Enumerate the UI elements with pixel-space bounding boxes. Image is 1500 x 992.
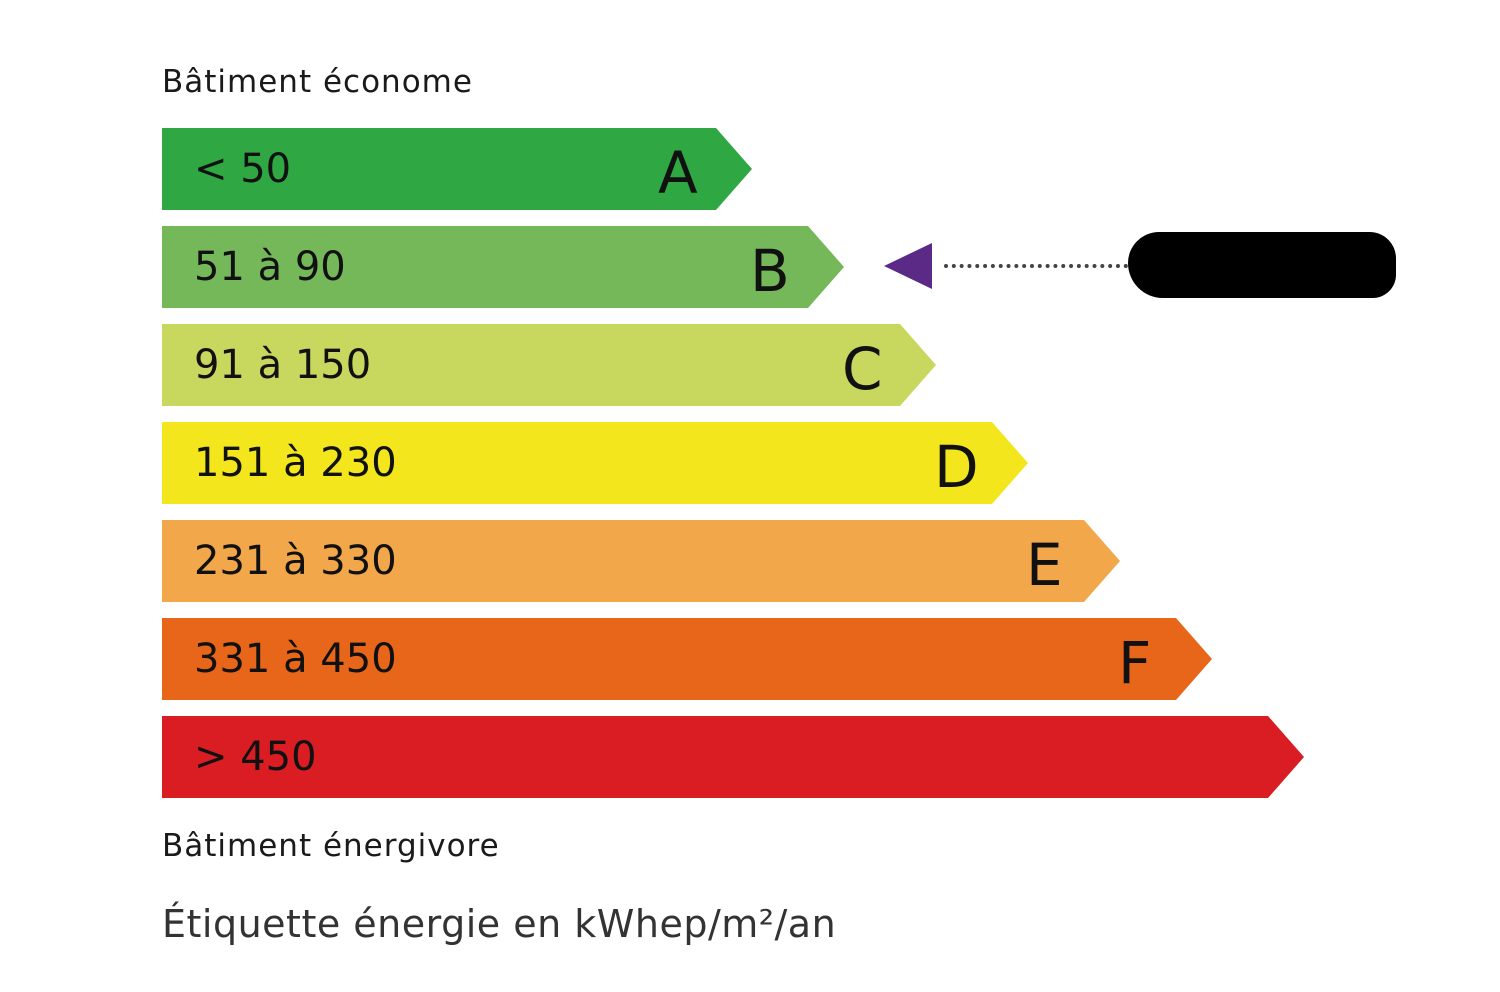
energy-class-bar-d: 151 à 230 D (162, 422, 1028, 504)
class-range-label: 331 à 450 (194, 636, 397, 682)
class-range-label: 151 à 230 (194, 440, 397, 486)
redacted-value (1128, 232, 1396, 298)
energy-class-bar-b: 51 à 90 B (162, 226, 844, 308)
energy-class-bar-c: 91 à 150 C (162, 324, 936, 406)
current-class-arrow-icon (884, 243, 932, 289)
dotted-leader-line (944, 264, 1128, 268)
class-range-label: 91 à 150 (194, 342, 372, 388)
energy-class-bar-e: 231 à 330 E (162, 520, 1120, 602)
top-label: Bâtiment économe (162, 64, 473, 100)
class-letter: C (842, 335, 883, 403)
class-letter: D (934, 433, 979, 501)
footer-caption: Étiquette énergie en kWhep/m²/an (162, 902, 837, 946)
class-range-label: 51 à 90 (194, 244, 346, 290)
class-letter: B (750, 237, 790, 305)
class-letter: A (658, 139, 698, 207)
class-letter: E (1026, 531, 1063, 599)
energy-class-bar-g: > 450 (162, 716, 1304, 798)
energy-class-bar-a: < 50 A (162, 128, 752, 210)
class-range-label: > 450 (194, 734, 317, 780)
energy-class-bar-f: 331 à 450 F (162, 618, 1212, 700)
bottom-label: Bâtiment énergivore (162, 828, 500, 864)
class-letter: F (1118, 629, 1152, 697)
class-range-label: < 50 (194, 146, 292, 192)
class-range-label: 231 à 330 (194, 538, 397, 584)
